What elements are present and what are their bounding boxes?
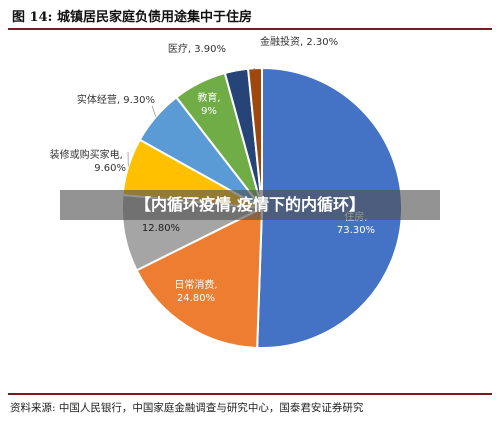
pie-labels: 住房,73.30%日常消费,24.80%12.80%装修或购买家电, 9.60%…: [50, 35, 375, 304]
watermark-text: 【内循环疫情,疫情下的内循环】: [134, 195, 366, 214]
slice-label: 实体经营, 9.30%: [77, 93, 155, 106]
slice-label: 日常消费, 24.80%: [174, 278, 217, 304]
figure-title: 图 14: 城镇居民家庭负债用途集中于住房: [12, 10, 252, 25]
leader-line: [151, 105, 157, 117]
slice-label: 医疗, 3.90%: [168, 42, 226, 55]
leader-line: [251, 67, 256, 71]
source-note: 资料来源: 中国人民银行，中国家庭金融调查与研究中心，国泰君安证券研究: [10, 402, 364, 414]
source-rule: [8, 393, 492, 395]
slice-label: 12.80%: [142, 223, 180, 234]
slice-label: 装修或购买家电, 9.60%: [50, 148, 126, 174]
slice-label: 金融投资, 2.30%: [260, 35, 338, 48]
slice-label: 教育, 9%: [197, 91, 220, 117]
title-rule: [8, 28, 492, 30]
watermark-banner: 【内循环疫情,疫情下的内循环】: [60, 190, 440, 220]
figure-title-bar: 图 14: 城镇居民家庭负债用途集中于住房: [6, 2, 492, 28]
pie-slice-日常消费: [135, 206, 264, 349]
